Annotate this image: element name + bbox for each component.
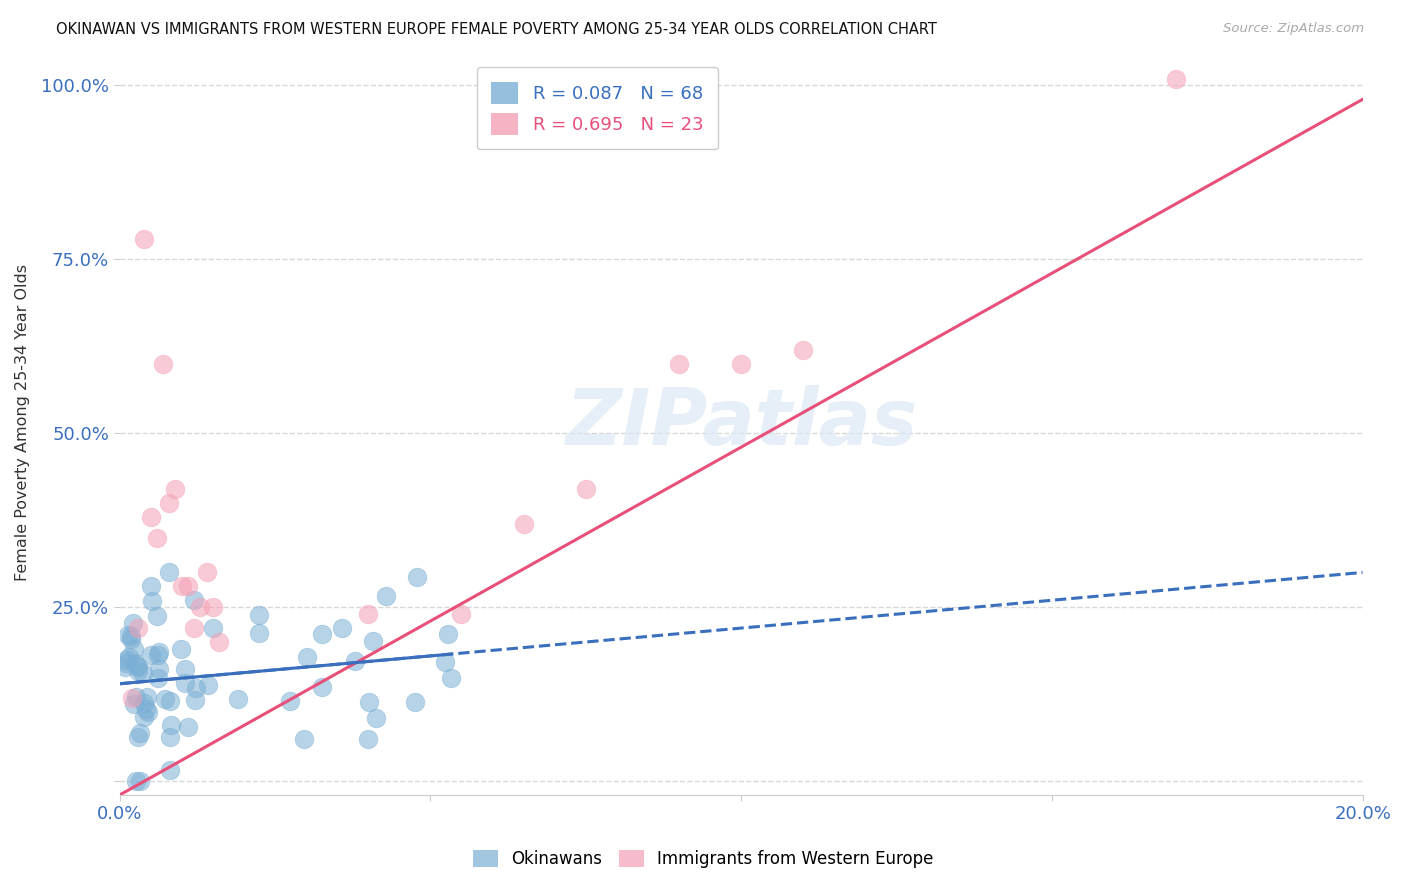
Point: [120, 629, 142, 643]
Point: [141, 648, 163, 662]
Point: [343, 654, 366, 668]
Point: [280, 694, 302, 708]
Point: [375, 589, 398, 603]
Point: [159, 730, 181, 744]
Point: [157, 496, 180, 510]
Point: [129, 725, 152, 739]
Point: [134, 710, 156, 724]
Point: [148, 645, 170, 659]
Point: [124, 697, 146, 711]
Point: [146, 671, 169, 685]
Point: [127, 621, 149, 635]
Point: [127, 731, 149, 745]
Point: [124, 657, 146, 671]
Point: [136, 690, 159, 704]
Point: [155, 692, 177, 706]
Point: [730, 357, 752, 371]
Legend: R = 0.087   N = 68, R = 0.695   N = 23: R = 0.087 N = 68, R = 0.695 N = 23: [477, 67, 717, 149]
Point: [249, 607, 271, 622]
Point: [1164, 71, 1187, 86]
Point: [357, 695, 380, 709]
Point: [146, 531, 169, 545]
Text: OKINAWAN VS IMMIGRANTS FROM WESTERN EUROPE FEMALE POVERTY AMONG 25-34 YEAR OLDS : OKINAWAN VS IMMIGRANTS FROM WESTERN EURO…: [56, 22, 938, 37]
Point: [121, 690, 143, 705]
Point: [434, 655, 457, 669]
Point: [121, 615, 143, 630]
Point: [195, 566, 218, 580]
Point: [125, 690, 148, 704]
Point: [165, 482, 187, 496]
Point: [208, 635, 231, 649]
Point: [148, 662, 170, 676]
Point: [183, 593, 205, 607]
Point: [170, 579, 193, 593]
Y-axis label: Female Poverty Among 25-34 Year Olds: Female Poverty Among 25-34 Year Olds: [15, 264, 30, 582]
Point: [114, 660, 136, 674]
Point: [440, 671, 463, 685]
Point: [118, 649, 141, 664]
Point: [197, 678, 219, 692]
Point: [226, 691, 249, 706]
Point: [139, 579, 162, 593]
Point: [311, 680, 333, 694]
Point: [512, 516, 534, 531]
Point: [152, 357, 174, 371]
Point: [127, 665, 149, 679]
Point: [174, 675, 197, 690]
Point: [134, 696, 156, 710]
Point: [330, 621, 353, 635]
Point: [201, 600, 224, 615]
Point: [125, 774, 148, 789]
Point: [132, 666, 155, 681]
Point: [406, 570, 429, 584]
Point: [184, 693, 207, 707]
Point: [127, 659, 149, 673]
Point: [135, 702, 157, 716]
Point: [575, 482, 598, 496]
Point: [297, 649, 319, 664]
Point: [437, 627, 460, 641]
Point: [129, 774, 152, 789]
Point: [120, 632, 142, 647]
Point: [357, 732, 380, 747]
Point: [127, 660, 149, 674]
Point: [114, 656, 136, 670]
Point: [141, 594, 163, 608]
Point: [159, 694, 181, 708]
Point: [366, 711, 388, 725]
Point: [294, 732, 316, 747]
Point: [177, 579, 200, 593]
Point: [792, 343, 814, 357]
Point: [117, 628, 139, 642]
Point: [115, 652, 138, 666]
Point: [177, 720, 200, 734]
Point: [136, 705, 159, 719]
Text: Source: ZipAtlas.com: Source: ZipAtlas.com: [1223, 22, 1364, 36]
Point: [146, 609, 169, 624]
Point: [183, 621, 205, 635]
Point: [159, 763, 181, 777]
Point: [201, 621, 224, 635]
Point: [170, 642, 193, 657]
Point: [160, 718, 183, 732]
Point: [173, 662, 195, 676]
Point: [157, 566, 180, 580]
Point: [450, 607, 472, 622]
Point: [148, 648, 170, 662]
Point: [139, 509, 162, 524]
Point: [668, 357, 690, 371]
Point: [134, 231, 156, 245]
Point: [404, 695, 426, 709]
Text: ZIPatlas: ZIPatlas: [565, 384, 917, 461]
Point: [122, 642, 145, 657]
Point: [186, 681, 208, 695]
Legend: Okinawans, Immigrants from Western Europe: Okinawans, Immigrants from Western Europ…: [465, 843, 941, 875]
Point: [361, 634, 384, 648]
Point: [311, 627, 333, 641]
Point: [357, 607, 380, 622]
Point: [249, 625, 271, 640]
Point: [188, 600, 211, 615]
